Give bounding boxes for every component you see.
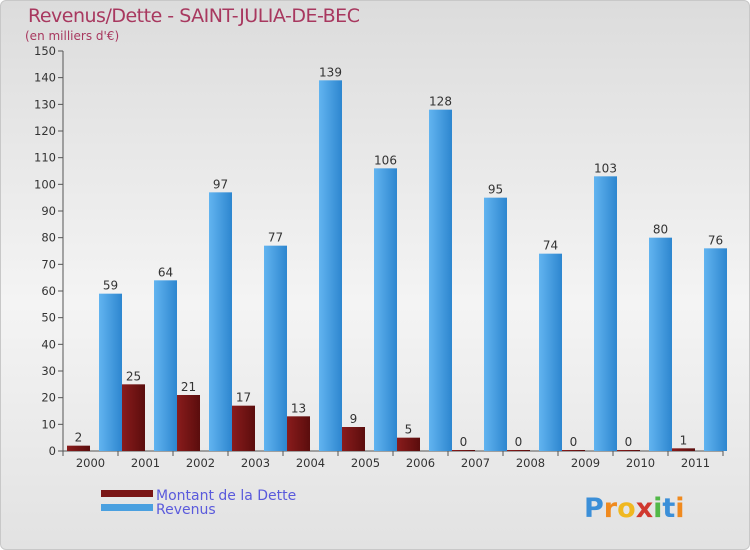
x-tick-label: 2001 (131, 456, 160, 470)
value-label: 95 (488, 183, 503, 197)
chart-subtitle: (en milliers d'€) (25, 29, 120, 43)
bar-revenus (594, 176, 617, 452)
bar-revenus (154, 280, 177, 451)
bar-dette (672, 448, 695, 451)
value-label: 139 (319, 65, 342, 79)
logo-letter: P (584, 493, 604, 524)
bar-dette (452, 450, 475, 451)
chart-title: Revenus/Dette - SAINT-JULIA-DE-BEC (28, 5, 360, 27)
bar-revenus (539, 253, 562, 451)
value-label: 25 (126, 369, 141, 383)
legend-label-dette: Montant de la Dette (156, 488, 296, 504)
bar-revenus (429, 109, 452, 452)
y-tick-label: 20 (41, 391, 56, 405)
value-label: 106 (374, 153, 397, 167)
y-tick-label: 140 (34, 71, 56, 85)
chart-value-labels: 2 59 25 64 21 97 17 77 13 139 9 106 5 128 0 95 0 74 0 103 0 8… (75, 65, 723, 449)
y-tick-label: 0 (49, 444, 56, 458)
y-tick-label: 50 (41, 311, 56, 325)
value-label: 74 (543, 239, 558, 253)
y-tick-label: 70 (41, 257, 56, 271)
bar-revenus (704, 248, 727, 451)
bar-dette (177, 395, 200, 451)
x-tick-label: 2000 (76, 456, 105, 470)
bar-dette (342, 427, 365, 451)
value-label: 2 (75, 431, 83, 445)
logo-letter: i (675, 493, 684, 524)
bar-dette (562, 450, 585, 451)
y-tick-label: 120 (34, 124, 56, 138)
logo-letter: o (617, 493, 636, 524)
bar-revenus (649, 237, 672, 451)
value-label: 128 (429, 95, 452, 109)
bar-revenus (209, 192, 232, 452)
value-label: 59 (103, 279, 118, 293)
y-tick-label: 60 (41, 284, 56, 298)
x-tick-label: 2003 (241, 456, 270, 470)
proxiti-logo: Proxiti (584, 493, 685, 524)
x-tick-label: 2007 (461, 456, 490, 470)
logo-letter: t (662, 493, 675, 524)
value-label: 97 (213, 177, 228, 191)
x-tick-label: 2005 (351, 456, 380, 470)
bar-dette (397, 437, 420, 451)
value-label: 80 (653, 223, 668, 237)
value-label: 21 (181, 380, 196, 394)
bar-revenus (264, 245, 287, 451)
legend-label-revenus: Revenus (156, 502, 216, 518)
bar-revenus (99, 293, 122, 451)
bar-dette (507, 450, 530, 451)
bar-dette (67, 445, 90, 451)
logo-letter: r (604, 493, 618, 524)
y-tick-label: 10 (41, 417, 56, 431)
y-tick-label: 40 (41, 337, 56, 351)
y-tick-label: 80 (41, 231, 56, 245)
x-tick-label: 2010 (626, 456, 655, 470)
value-label: 0 (515, 435, 523, 449)
chart-bars (67, 80, 727, 452)
y-tick-label: 100 (34, 177, 56, 191)
x-tick-label: 2006 (406, 456, 435, 470)
value-label: 76 (708, 233, 723, 247)
y-tick-label: 130 (34, 97, 56, 111)
value-label: 1 (680, 433, 688, 447)
value-label: 77 (268, 231, 283, 245)
y-tick-label: 90 (41, 204, 56, 218)
bar-dette (617, 450, 640, 451)
x-tick-label: 2004 (296, 456, 325, 470)
bar-revenus (374, 168, 397, 452)
bar-revenus (319, 80, 342, 451)
value-label: 5 (405, 423, 413, 437)
value-label: 64 (158, 265, 173, 279)
bar-dette (287, 416, 310, 451)
value-label: 9 (350, 412, 358, 426)
y-tick-label: 30 (41, 364, 56, 378)
value-label: 13 (291, 401, 306, 415)
value-label: 0 (625, 435, 633, 449)
value-label: 0 (570, 435, 578, 449)
logo-letter: i (653, 493, 662, 524)
x-tick-label: 2002 (186, 456, 215, 470)
x-tick-label: 2011 (681, 456, 710, 470)
bar-dette (122, 384, 145, 451)
logo-letter: x (636, 493, 653, 524)
legend-swatch-revenus (101, 504, 153, 511)
chart-legend: Montant de la Dette Revenus (101, 488, 296, 518)
bar-dette (232, 405, 255, 451)
bar-revenus (484, 197, 507, 451)
x-tick-label: 2008 (516, 456, 545, 470)
legend-swatch-dette (101, 490, 153, 497)
x-tick-label: 2009 (571, 456, 600, 470)
value-label: 103 (594, 161, 617, 175)
value-label: 17 (236, 391, 251, 405)
value-label: 0 (460, 435, 468, 449)
y-tick-label: 150 (34, 44, 56, 58)
y-tick-label: 110 (34, 151, 56, 165)
